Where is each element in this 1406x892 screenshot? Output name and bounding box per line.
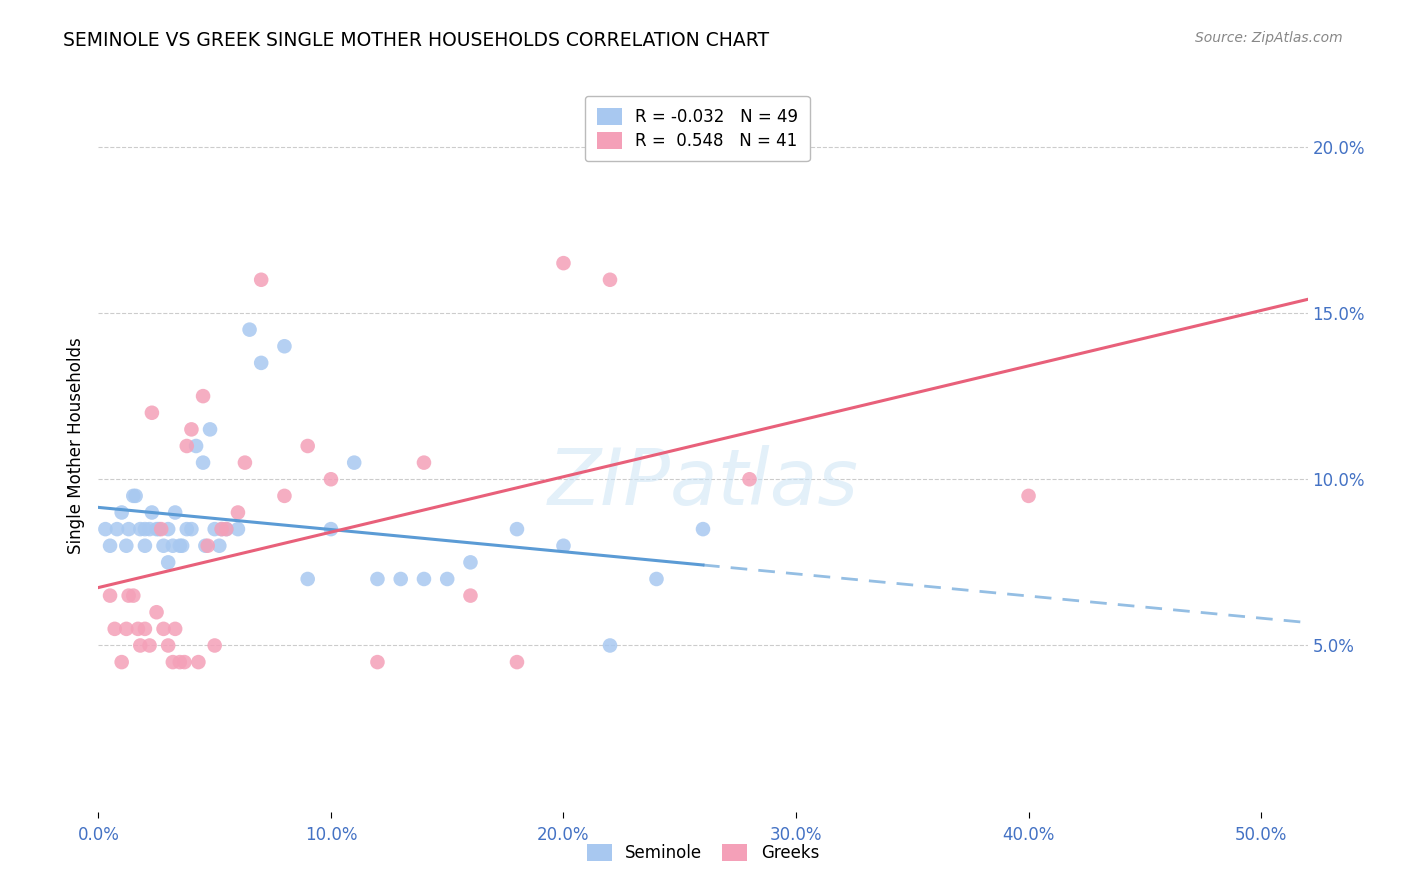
Point	[172, 539, 194, 553]
Text: Source: ZipAtlas.com: Source: ZipAtlas.com	[1195, 31, 1343, 45]
Point	[145, 605, 167, 619]
Point	[134, 622, 156, 636]
Point	[460, 589, 482, 603]
Point	[273, 489, 295, 503]
Point	[319, 522, 342, 536]
Point	[165, 622, 187, 636]
Point	[198, 422, 221, 436]
Point	[94, 522, 117, 536]
Point	[191, 456, 214, 470]
Point	[233, 456, 256, 470]
Point	[599, 639, 621, 653]
Point	[211, 522, 233, 536]
Point	[118, 589, 141, 603]
Text: ZIPatlas: ZIPatlas	[547, 444, 859, 521]
Point	[645, 572, 668, 586]
Point	[129, 522, 152, 536]
Point	[157, 639, 180, 653]
Point	[389, 572, 412, 586]
Point	[226, 522, 249, 536]
Point	[122, 489, 145, 503]
Point	[152, 622, 174, 636]
Point	[98, 539, 121, 553]
Point	[141, 506, 163, 520]
Point	[115, 539, 138, 553]
Point	[297, 572, 319, 586]
Point	[157, 555, 180, 569]
Point	[141, 406, 163, 420]
Point	[122, 589, 145, 603]
Point	[319, 472, 342, 486]
Point	[148, 522, 170, 536]
Point	[553, 539, 575, 553]
Point	[150, 522, 173, 536]
Point	[134, 522, 156, 536]
Text: SEMINOLE VS GREEK SINGLE MOTHER HOUSEHOLDS CORRELATION CHART: SEMINOLE VS GREEK SINGLE MOTHER HOUSEHOL…	[63, 31, 769, 50]
Point	[460, 555, 482, 569]
Point	[1018, 489, 1040, 503]
Point	[436, 572, 458, 586]
Point	[152, 539, 174, 553]
Point	[366, 572, 388, 586]
Point	[127, 622, 149, 636]
Point	[104, 622, 127, 636]
Point	[273, 339, 295, 353]
Point	[191, 389, 214, 403]
Point	[506, 655, 529, 669]
Legend: Seminole, Greeks: Seminole, Greeks	[579, 836, 827, 871]
Point	[184, 439, 207, 453]
Point	[211, 522, 233, 536]
Point	[204, 522, 226, 536]
Point	[176, 439, 198, 453]
Point	[118, 522, 141, 536]
Point	[173, 655, 195, 669]
Point	[162, 655, 184, 669]
Point	[134, 539, 156, 553]
Point	[138, 639, 160, 653]
Point	[111, 506, 134, 520]
Point	[506, 522, 529, 536]
Point	[162, 539, 184, 553]
Point	[553, 256, 575, 270]
Point	[297, 439, 319, 453]
Point	[176, 522, 198, 536]
Point	[226, 506, 249, 520]
Point	[250, 356, 273, 370]
Point	[239, 323, 262, 337]
Point	[169, 539, 191, 553]
Point	[208, 539, 231, 553]
Point	[165, 506, 187, 520]
Point	[738, 472, 761, 486]
Point	[692, 522, 714, 536]
Point	[98, 589, 121, 603]
Point	[197, 539, 219, 553]
Point	[129, 639, 152, 653]
Point	[215, 522, 238, 536]
Point	[180, 522, 202, 536]
Point	[145, 522, 167, 536]
Point	[204, 639, 226, 653]
Point	[599, 273, 621, 287]
Point	[413, 456, 436, 470]
Point	[124, 489, 146, 503]
Point	[105, 522, 128, 536]
Point	[187, 655, 209, 669]
Point	[215, 522, 238, 536]
Legend: R = -0.032   N = 49, R =  0.548   N = 41: R = -0.032 N = 49, R = 0.548 N = 41	[585, 96, 810, 161]
Point	[343, 456, 366, 470]
Point	[138, 522, 160, 536]
Point	[111, 655, 134, 669]
Point	[194, 539, 217, 553]
Point	[169, 655, 191, 669]
Point	[157, 522, 180, 536]
Point	[180, 422, 202, 436]
Point	[413, 572, 436, 586]
Y-axis label: Single Mother Households: Single Mother Households	[66, 338, 84, 554]
Point	[250, 273, 273, 287]
Point	[115, 622, 138, 636]
Point	[366, 655, 388, 669]
